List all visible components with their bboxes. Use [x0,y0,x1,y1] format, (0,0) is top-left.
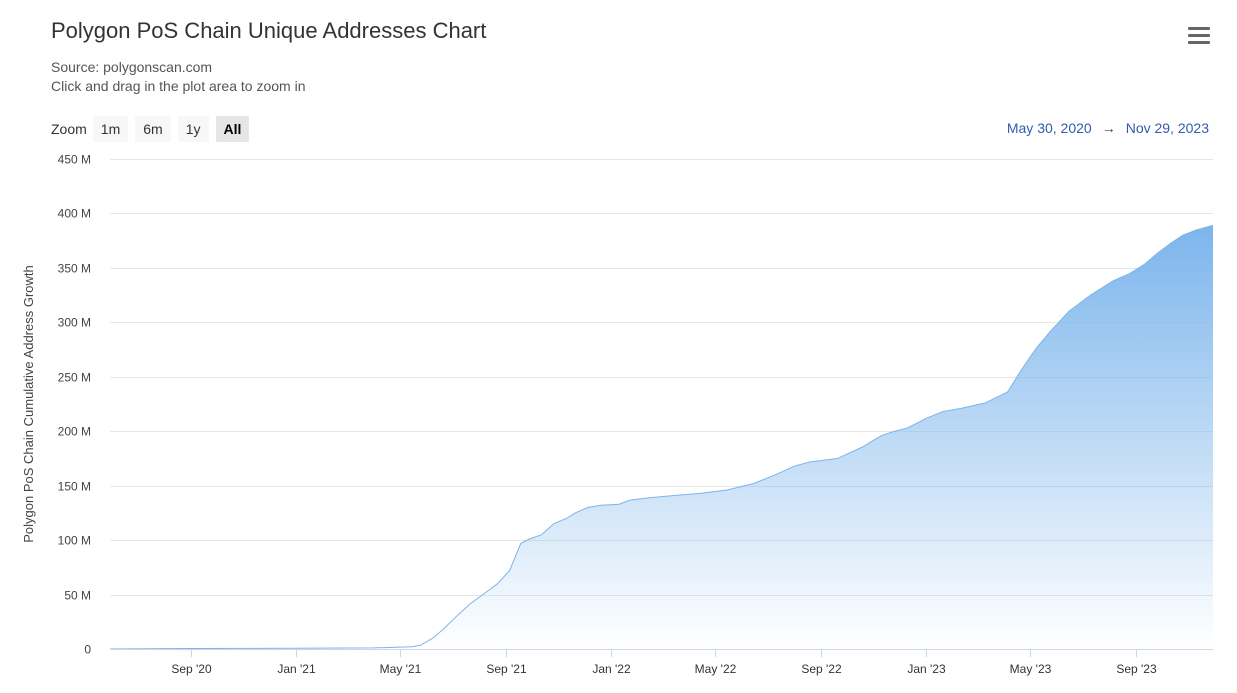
chart-hint: Click and drag in the plot area to zoom … [51,78,306,94]
x-tick-label: Sep '22 [801,662,842,676]
series-area [110,225,1213,649]
x-tick-label: Jan '23 [907,662,946,676]
y-tick-label: 150 M [58,480,91,494]
y-tick-label: 200 M [58,425,91,439]
zoom-6m-button[interactable]: 6m [135,116,171,142]
y-axis: 0 50 M 100 M 150 M 200 M 250 M 300 M 350 M 400 M… [58,153,92,657]
y-tick-label: 100 M [58,534,91,548]
zoom-label: Zoom [51,121,87,137]
x-tick-label: Sep '23 [1116,662,1157,676]
hamburger-menu-icon[interactable] [1186,24,1212,46]
chart-title: Polygon PoS Chain Unique Addresses Chart [51,18,487,43]
range-to-date[interactable]: Nov 29, 2023 [1125,120,1209,136]
x-axis: Sep '20 Jan '21 May '21 Sep '21 Jan '22 May '… [110,649,1213,676]
zoom-selector: Zoom 1m 6m 1y All [51,115,256,143]
range-arrow-icon: → [1101,120,1116,136]
x-tick-label: May '22 [695,662,737,676]
series-line [109,224,1214,650]
x-tick-label: Jan '21 [277,662,316,676]
x-tick-label: Sep '21 [486,662,527,676]
zoom-1y-button[interactable]: 1y [177,116,209,142]
y-tick-label: 50 M [64,589,91,603]
range-from-date[interactable]: May 30, 2020 [1006,120,1092,136]
y-tick-label: 0 [84,643,91,657]
x-tick-label: Sep '20 [171,662,212,676]
y-tick-label: 350 M [58,262,91,276]
zoom-all-button[interactable]: All [215,116,250,142]
area-layer [109,224,1214,650]
y-tick-label: 400 M [58,207,91,221]
y-axis-title: Polygon PoS Chain Cumulative Address Gro… [21,265,36,542]
x-tick-label: May '23 [1010,662,1052,676]
y-tick-label: 300 M [58,316,91,330]
y-tick-label: 450 M [58,153,91,167]
date-range: May 30, 2020 → Nov 29, 2023 [1007,120,1209,136]
zoom-1m-button[interactable]: 1m [92,116,129,142]
y-tick-label: 250 M [58,371,91,385]
x-tick-label: May '21 [380,662,422,676]
chart-source: Source: polygonscan.com [51,59,213,75]
x-tick-label: Jan '22 [592,662,631,676]
